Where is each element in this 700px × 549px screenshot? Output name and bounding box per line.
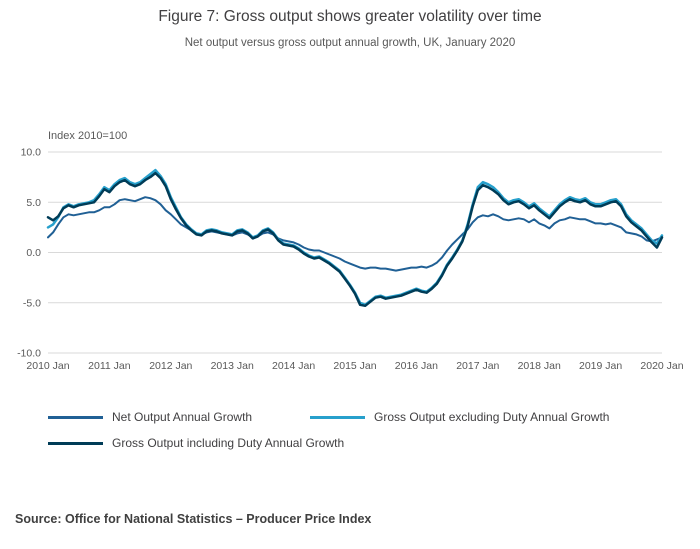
chart-legend: Net Output Annual Growth Gross Output ex…	[48, 406, 668, 458]
svg-text:2015 Jan: 2015 Jan	[333, 360, 376, 372]
svg-text:0.0: 0.0	[26, 247, 41, 259]
legend-label: Net Output Annual Growth	[112, 410, 253, 424]
svg-text:-5.0: -5.0	[23, 297, 41, 309]
legend-label: Gross Output excluding Duty Annual Growt…	[374, 410, 610, 424]
legend-label: Gross Output including Duty Annual Growt…	[112, 436, 345, 450]
svg-text:5.0: 5.0	[26, 197, 41, 209]
gross-including-duty-line-swatch	[48, 441, 103, 445]
svg-text:2011 Jan: 2011 Jan	[88, 360, 131, 372]
svg-text:2017 Jan: 2017 Jan	[456, 360, 499, 372]
chart-title: Figure 7: Gross output shows greater vol…	[158, 8, 542, 25]
legend-item-net-output[interactable]: Net Output Annual Growth	[48, 410, 252, 424]
legend-item-gross-excluding-duty[interactable]: Gross Output excluding Duty Annual Growt…	[310, 410, 609, 424]
gross-excluding-duty-line-swatch	[310, 415, 365, 419]
legend-item-gross-including-duty[interactable]: Gross Output including Duty Annual Growt…	[48, 436, 344, 450]
svg-text:2018 Jan: 2018 Jan	[518, 360, 561, 372]
chart-subtitle: Net output versus gross output annual gr…	[184, 37, 516, 49]
svg-text:-10.0: -10.0	[17, 348, 41, 360]
svg-text:2020 Jan: 2020 Jan	[640, 360, 683, 372]
svg-text:2016 Jan: 2016 Jan	[395, 360, 438, 372]
svg-text:2012 Jan: 2012 Jan	[149, 360, 192, 372]
net-output-line-swatch	[48, 415, 103, 419]
source-text: Source: Office for National Statistics –…	[15, 512, 372, 526]
svg-text:10.0: 10.0	[21, 147, 42, 159]
y-axis-note: Index 2010=100	[48, 130, 128, 142]
svg-text:2014 Jan: 2014 Jan	[272, 360, 315, 372]
svg-text:2010 Jan: 2010 Jan	[26, 360, 69, 372]
svg-text:2019 Jan: 2019 Jan	[579, 360, 622, 372]
svg-text:2013 Jan: 2013 Jan	[211, 360, 254, 372]
